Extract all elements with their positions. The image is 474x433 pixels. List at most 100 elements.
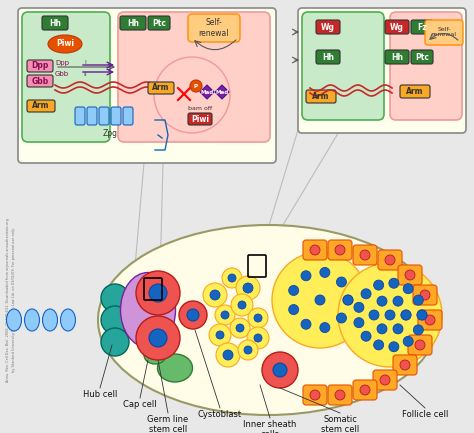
Circle shape (273, 363, 287, 377)
Circle shape (354, 318, 364, 328)
Text: Self-
renewal: Self- renewal (199, 18, 229, 38)
Circle shape (149, 284, 167, 302)
Ellipse shape (25, 309, 39, 331)
FancyBboxPatch shape (298, 8, 466, 133)
Ellipse shape (43, 309, 57, 331)
Circle shape (385, 255, 395, 265)
Circle shape (337, 313, 346, 323)
Text: Hub cell: Hub cell (83, 390, 117, 399)
Circle shape (320, 268, 330, 278)
Text: Arm: Arm (406, 87, 424, 96)
FancyBboxPatch shape (328, 240, 352, 260)
Circle shape (320, 323, 330, 333)
Circle shape (247, 327, 269, 349)
Text: I: I (84, 61, 86, 65)
Circle shape (216, 343, 240, 367)
Ellipse shape (157, 354, 192, 382)
Text: Dpp: Dpp (31, 61, 49, 71)
Circle shape (236, 324, 244, 332)
FancyBboxPatch shape (303, 240, 327, 260)
Circle shape (248, 308, 268, 328)
FancyBboxPatch shape (18, 8, 276, 163)
FancyBboxPatch shape (111, 107, 121, 125)
Text: Mad: Mad (201, 90, 214, 94)
Circle shape (154, 57, 230, 133)
Circle shape (420, 290, 430, 300)
Text: Fz: Fz (417, 23, 427, 32)
Text: Ptc: Ptc (415, 52, 429, 61)
Circle shape (360, 250, 370, 260)
Circle shape (230, 318, 250, 338)
Circle shape (289, 285, 299, 295)
FancyBboxPatch shape (303, 385, 327, 405)
FancyBboxPatch shape (148, 16, 170, 30)
FancyBboxPatch shape (385, 20, 409, 34)
FancyBboxPatch shape (120, 16, 146, 30)
Circle shape (289, 304, 299, 315)
Text: Self-
renewal: Self- renewal (431, 26, 456, 37)
Circle shape (262, 352, 298, 388)
Circle shape (415, 340, 425, 350)
Circle shape (401, 310, 411, 320)
Circle shape (228, 274, 236, 282)
Text: Gbb: Gbb (55, 71, 69, 77)
FancyBboxPatch shape (27, 100, 55, 112)
Text: Hh: Hh (127, 19, 139, 28)
FancyBboxPatch shape (148, 82, 174, 94)
Circle shape (136, 316, 180, 360)
Circle shape (335, 390, 345, 400)
FancyBboxPatch shape (27, 75, 53, 87)
Circle shape (417, 310, 427, 320)
Text: Arm: Arm (32, 101, 50, 110)
Circle shape (380, 375, 390, 385)
Circle shape (354, 302, 364, 312)
FancyBboxPatch shape (400, 85, 430, 98)
Text: Zpg: Zpg (102, 129, 118, 138)
FancyBboxPatch shape (75, 107, 85, 125)
Text: Somatic
stem cell: Somatic stem cell (321, 415, 359, 433)
Circle shape (413, 325, 423, 335)
Circle shape (374, 340, 383, 350)
FancyBboxPatch shape (316, 20, 340, 34)
Circle shape (413, 295, 423, 305)
Circle shape (179, 301, 207, 329)
Circle shape (310, 390, 320, 400)
Circle shape (149, 329, 167, 347)
Circle shape (190, 80, 202, 92)
Circle shape (101, 306, 129, 334)
Circle shape (254, 334, 262, 342)
Circle shape (310, 245, 320, 255)
Circle shape (389, 278, 399, 288)
FancyBboxPatch shape (22, 12, 110, 142)
Text: Hh: Hh (391, 52, 403, 61)
Circle shape (187, 309, 199, 321)
FancyBboxPatch shape (123, 107, 133, 125)
Text: Dpp: Dpp (55, 60, 69, 66)
Text: Hh: Hh (322, 52, 334, 61)
Circle shape (301, 319, 311, 329)
Text: Arm: Arm (152, 84, 170, 93)
Text: Annu. Rev. Cell Dev. Biol. 2006. 22:548-631. Downloaded from arjournals.annualre: Annu. Rev. Cell Dev. Biol. 2006. 22:548-… (6, 218, 10, 382)
Circle shape (369, 310, 379, 320)
FancyBboxPatch shape (408, 335, 432, 355)
FancyBboxPatch shape (385, 50, 409, 64)
FancyBboxPatch shape (316, 50, 340, 64)
Circle shape (337, 277, 346, 287)
Circle shape (203, 283, 227, 307)
FancyBboxPatch shape (27, 60, 53, 72)
Circle shape (231, 294, 253, 316)
Circle shape (222, 268, 242, 288)
Circle shape (403, 284, 413, 294)
FancyBboxPatch shape (118, 12, 270, 142)
FancyBboxPatch shape (373, 370, 397, 390)
Circle shape (385, 310, 395, 320)
Ellipse shape (7, 309, 21, 331)
Text: by Stanford University Robert Crown Law Lib. on 03/01/09. For personal use only.: by Stanford University Robert Crown Law … (12, 228, 16, 372)
FancyBboxPatch shape (328, 385, 352, 405)
FancyBboxPatch shape (390, 12, 462, 120)
Ellipse shape (48, 35, 82, 53)
Circle shape (215, 305, 235, 325)
Circle shape (209, 324, 231, 346)
Circle shape (210, 290, 220, 300)
Circle shape (216, 331, 224, 339)
